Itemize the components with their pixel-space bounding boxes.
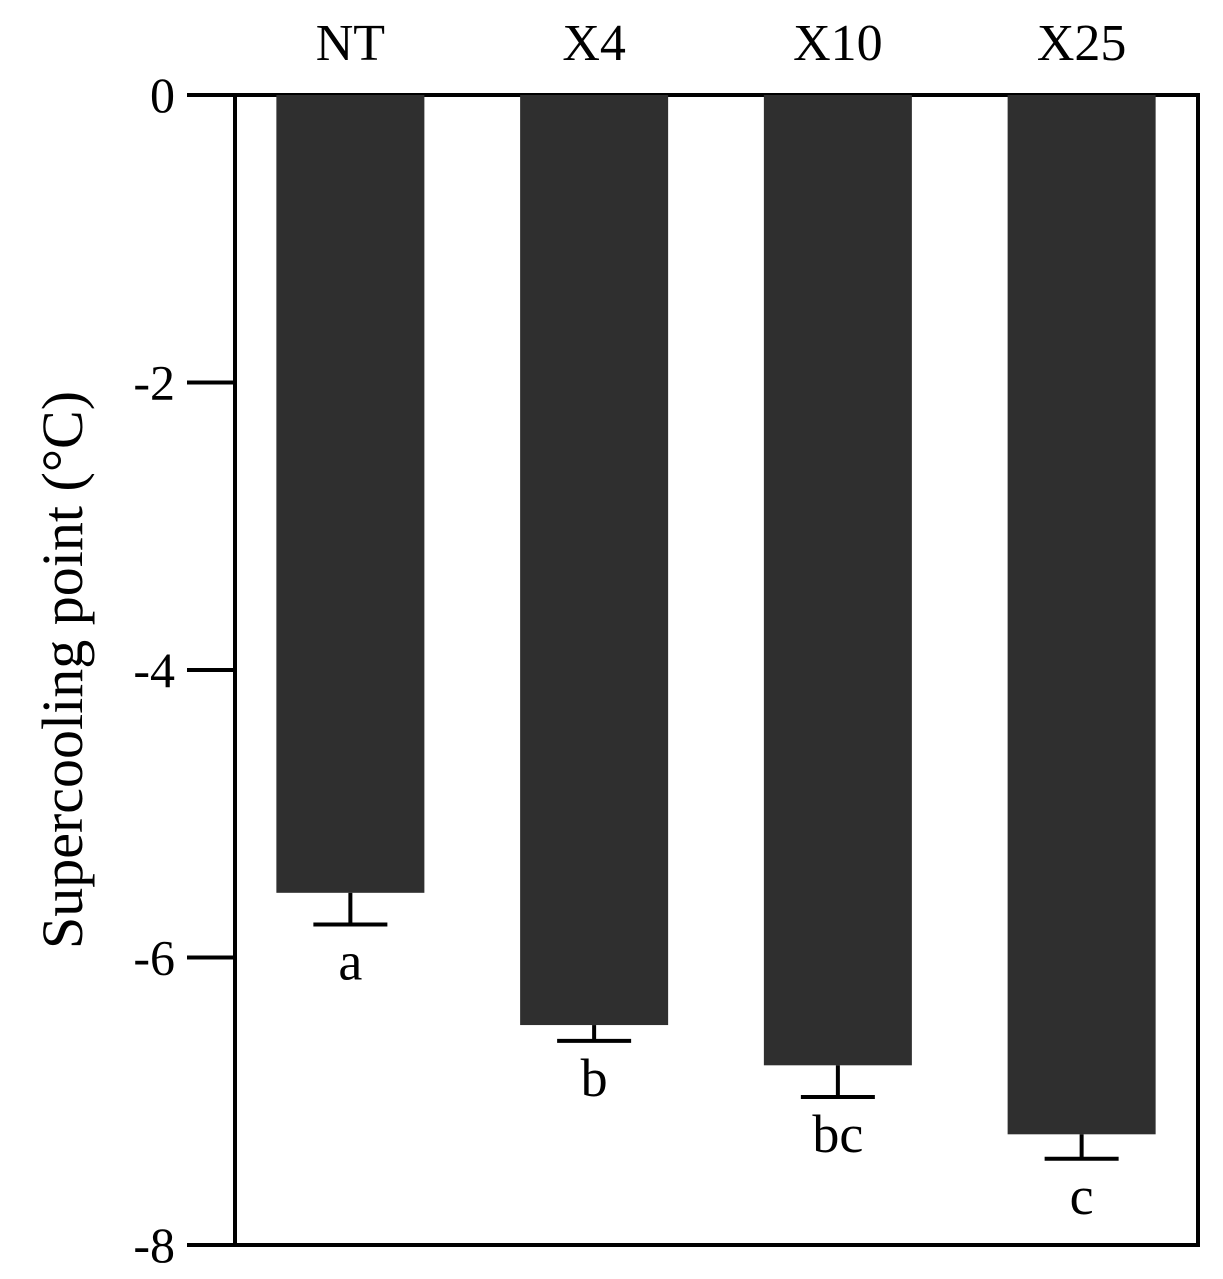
bar: [276, 95, 425, 893]
significance-letter: a: [338, 931, 362, 991]
significance-letter: c: [1070, 1166, 1094, 1226]
y-tick-label: -8: [133, 1217, 175, 1273]
category-label: X25: [1037, 15, 1127, 72]
bar: [520, 95, 669, 1026]
category-label: X10: [793, 15, 883, 72]
bar: [763, 95, 912, 1066]
y-tick-label: -6: [133, 930, 175, 986]
y-axis: 0 -2 -4 -6 -8: [133, 67, 235, 1273]
category-labels: NT X4 X10 X25: [316, 15, 1127, 72]
y-tick-label: 0: [150, 67, 175, 123]
significance-letter: b: [581, 1048, 608, 1108]
category-label: NT: [316, 15, 385, 72]
category-label: X4: [562, 15, 626, 72]
significance-letter: bc: [812, 1104, 863, 1164]
y-axis-title: Supercooling point (°C): [30, 391, 95, 949]
y-tick-label: -4: [133, 642, 175, 698]
bar: [1007, 95, 1156, 1135]
bars: a b bc c: [276, 95, 1156, 1226]
y-tick-label: -2: [133, 355, 175, 411]
